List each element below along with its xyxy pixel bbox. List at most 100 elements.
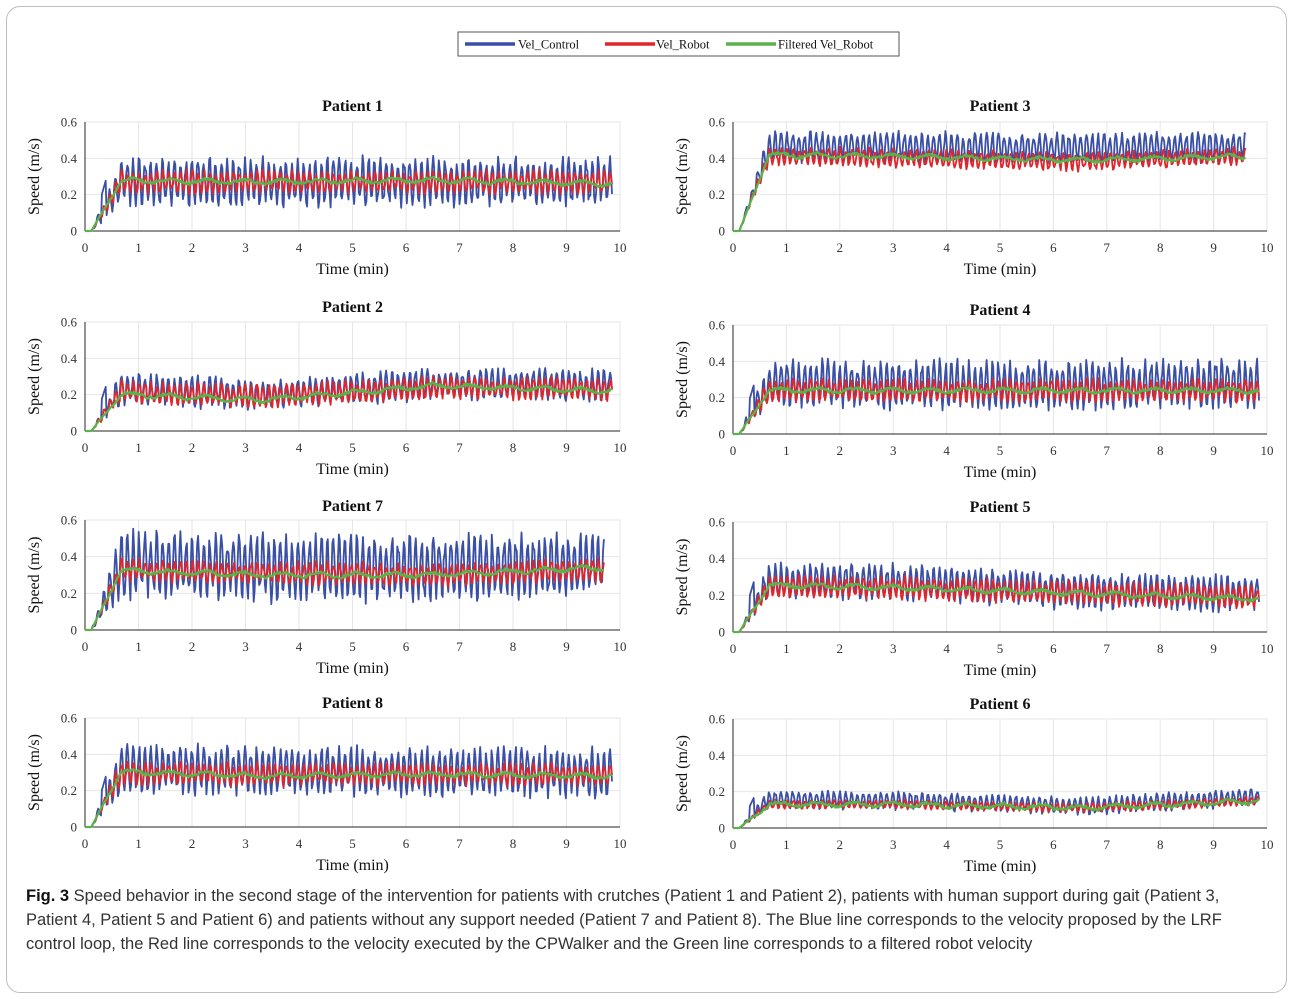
x-tick-label: 6 bbox=[1050, 443, 1057, 458]
x-tick-label: 4 bbox=[296, 836, 303, 851]
x-tick-label: 2 bbox=[837, 443, 844, 458]
x-tick-label: 3 bbox=[890, 641, 897, 656]
panel-3: 0 1 2 3 4 5 6 7 8 9 10 0 0.2 0.4 0.6 Patient 2 Time (min… bbox=[26, 299, 627, 478]
x-tick-label: 9 bbox=[1210, 641, 1217, 656]
x-axis-label: Time (min) bbox=[316, 461, 389, 478]
y-tick-label: 0.6 bbox=[61, 711, 78, 726]
x-tick-label: 10 bbox=[1261, 837, 1274, 852]
y-tick-label: 0.4 bbox=[709, 748, 726, 763]
x-tick-label: 7 bbox=[1104, 837, 1111, 852]
x-axis-label: Time (min) bbox=[964, 464, 1037, 481]
series-line-filtered-vel-robot bbox=[85, 564, 605, 632]
figure-charts: Vel_Control Vel_Robot Filtered Vel_Robot 0… bbox=[26, 31, 1274, 875]
y-tick-label: 0 bbox=[719, 224, 726, 239]
figure-frame bbox=[6, 6, 1287, 993]
x-tick-label: 8 bbox=[1157, 837, 1164, 852]
x-tick-label: 3 bbox=[242, 240, 249, 255]
y-tick-label: 0.6 bbox=[61, 513, 78, 528]
chart-title: Patient 8 bbox=[322, 695, 383, 712]
legend-label-3: Filtered Vel_Robot bbox=[778, 38, 874, 52]
x-tick-label: 6 bbox=[1050, 240, 1057, 255]
series-line-filtered-vel-robot bbox=[733, 581, 1260, 634]
series-line-filtered-vel-robot bbox=[85, 768, 613, 829]
x-tick-label: 8 bbox=[510, 639, 517, 654]
y-tick-label: 0.2 bbox=[61, 586, 77, 601]
y-tick-label: 0 bbox=[719, 821, 726, 836]
x-tick-label: 5 bbox=[997, 240, 1004, 255]
y-tick-label: 0.6 bbox=[61, 315, 78, 330]
x-tick-label: 1 bbox=[783, 641, 790, 656]
y-tick-label: 0.6 bbox=[709, 115, 726, 130]
y-axis-label: Speed (m/s) bbox=[674, 539, 691, 616]
x-axis-label: Time (min) bbox=[964, 261, 1037, 278]
x-tick-label: 2 bbox=[189, 639, 196, 654]
series-line-vel-robot bbox=[733, 377, 1260, 435]
x-tick-label: 9 bbox=[563, 836, 570, 851]
x-tick-label: 4 bbox=[296, 240, 303, 255]
y-tick-label: 0.2 bbox=[61, 387, 77, 402]
x-tick-label: 3 bbox=[890, 443, 897, 458]
chart-title: Patient 2 bbox=[322, 299, 383, 316]
x-tick-label: 5 bbox=[997, 443, 1004, 458]
series-line-filtered-vel-robot bbox=[733, 797, 1260, 830]
y-tick-label: 0.4 bbox=[709, 551, 726, 566]
y-tick-label: 0.2 bbox=[709, 390, 725, 405]
y-tick-label: 0.4 bbox=[709, 354, 726, 369]
x-tick-label: 0 bbox=[730, 837, 737, 852]
x-tick-label: 6 bbox=[403, 836, 410, 851]
chart-title: Patient 4 bbox=[970, 302, 1031, 319]
x-tick-label: 10 bbox=[614, 639, 627, 654]
x-tick-label: 10 bbox=[614, 240, 627, 255]
y-tick-label: 0.2 bbox=[61, 783, 77, 798]
x-tick-label: 1 bbox=[783, 240, 790, 255]
y-tick-label: 0.6 bbox=[61, 115, 78, 130]
series-line-filtered-vel-robot bbox=[733, 385, 1260, 436]
x-tick-label: 1 bbox=[783, 837, 790, 852]
x-tick-label: 2 bbox=[837, 240, 844, 255]
panel-8: 0 1 2 3 4 5 6 7 8 9 10 0 0.2 0.4 0.6 Patient 6 Time (min… bbox=[674, 696, 1274, 875]
legend-label-2: Vel_Robot bbox=[656, 38, 710, 52]
x-axis-label: Time (min) bbox=[316, 660, 389, 677]
x-tick-label: 7 bbox=[1104, 443, 1111, 458]
panel-7: 0 1 2 3 4 5 6 7 8 9 10 0 0.2 0.4 0.6 Patient 8 Time (min… bbox=[26, 695, 627, 874]
y-tick-label: 0.4 bbox=[61, 747, 78, 762]
series-line-filtered-vel-robot bbox=[85, 381, 613, 433]
x-tick-label: 6 bbox=[403, 240, 410, 255]
panel-1: 0 1 2 3 4 5 6 7 8 9 10 0 0.2 0.4 0.6 Patient 1 Time (min… bbox=[26, 98, 627, 278]
y-tick-label: 0 bbox=[71, 224, 78, 239]
x-tick-label: 9 bbox=[1210, 443, 1217, 458]
x-tick-label: 0 bbox=[730, 240, 737, 255]
x-tick-label: 0 bbox=[82, 836, 89, 851]
x-tick-label: 4 bbox=[943, 443, 950, 458]
x-tick-label: 5 bbox=[997, 641, 1004, 656]
y-tick-label: 0.2 bbox=[709, 784, 725, 799]
x-tick-label: 5 bbox=[349, 440, 356, 455]
y-tick-label: 0 bbox=[71, 623, 78, 638]
x-tick-label: 3 bbox=[242, 639, 249, 654]
y-axis-label: Speed (m/s) bbox=[674, 341, 691, 418]
x-tick-label: 2 bbox=[189, 440, 196, 455]
y-tick-label: 0.2 bbox=[709, 588, 725, 603]
x-tick-label: 5 bbox=[997, 837, 1004, 852]
x-tick-label: 4 bbox=[943, 240, 950, 255]
x-tick-label: 7 bbox=[456, 240, 463, 255]
y-axis-label: Speed (m/s) bbox=[26, 138, 43, 215]
x-tick-label: 2 bbox=[189, 240, 196, 255]
y-tick-label: 0 bbox=[71, 424, 78, 439]
x-tick-label: 7 bbox=[456, 639, 463, 654]
x-tick-label: 4 bbox=[943, 641, 950, 656]
x-tick-label: 8 bbox=[510, 440, 517, 455]
series-line-filtered-vel-robot bbox=[733, 150, 1246, 233]
x-axis-label: Time (min) bbox=[316, 857, 389, 874]
series-line-filtered-vel-robot bbox=[85, 175, 613, 233]
x-tick-label: 3 bbox=[890, 240, 897, 255]
chart-title: Patient 3 bbox=[970, 98, 1031, 115]
x-tick-label: 4 bbox=[943, 837, 950, 852]
y-axis-label: Speed (m/s) bbox=[26, 338, 43, 415]
panel-5: 0 1 2 3 4 5 6 7 8 9 10 0 0.2 0.4 0.6 Patient 7 Time (min… bbox=[26, 498, 627, 677]
x-axis-label: Time (min) bbox=[964, 662, 1037, 679]
x-tick-label: 10 bbox=[1261, 641, 1274, 656]
x-tick-label: 2 bbox=[189, 836, 196, 851]
y-tick-label: 0.6 bbox=[709, 515, 726, 530]
